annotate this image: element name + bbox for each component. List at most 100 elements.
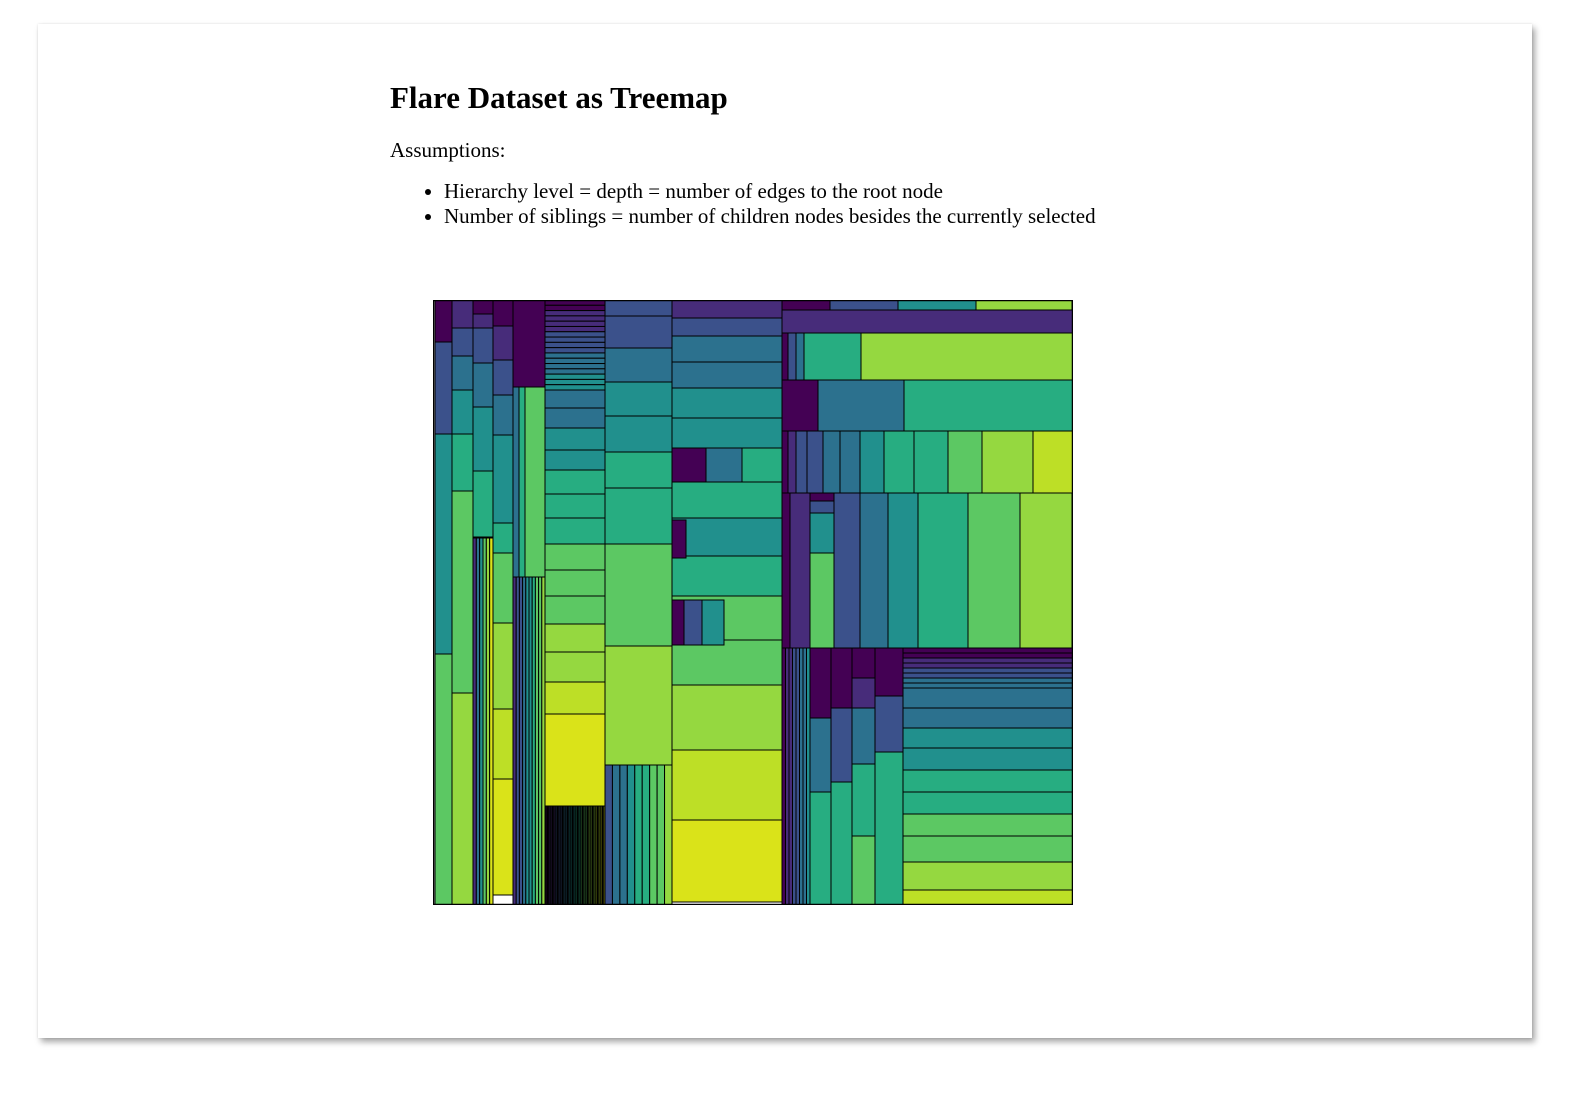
treemap-cell bbox=[795, 647, 800, 905]
treemap-cell bbox=[781, 647, 786, 905]
treemap-cell bbox=[512, 300, 546, 388]
assumptions-list: Hierarchy level = depth = number of edge… bbox=[390, 179, 1290, 229]
treemap-cell bbox=[671, 517, 783, 557]
treemap-cell bbox=[544, 623, 606, 653]
treemap-cell bbox=[434, 341, 453, 435]
treemap-cell bbox=[544, 336, 606, 343]
treemap-cell bbox=[781, 309, 1073, 334]
treemap-cell bbox=[544, 595, 606, 625]
treemap-cell bbox=[524, 386, 546, 578]
treemap-cell bbox=[789, 492, 811, 649]
treemap-cell bbox=[492, 300, 514, 327]
treemap-cell bbox=[451, 692, 474, 905]
treemap-cell bbox=[830, 647, 853, 709]
treemap-cell bbox=[671, 361, 783, 389]
treemap-cell bbox=[874, 751, 904, 905]
treemap-cell bbox=[903, 379, 1073, 432]
treemap-cell bbox=[830, 707, 853, 783]
treemap-cell bbox=[809, 512, 835, 554]
treemap-cell bbox=[917, 492, 969, 649]
treemap-cell bbox=[544, 363, 606, 370]
treemap-cell bbox=[649, 764, 658, 905]
treemap-cell bbox=[1019, 492, 1073, 649]
treemap-cell bbox=[817, 379, 905, 432]
treemap-cell bbox=[671, 599, 685, 646]
treemap-cell bbox=[475, 537, 481, 905]
treemap-cell bbox=[604, 764, 613, 905]
page-title: Flare Dataset as Treemap bbox=[390, 80, 728, 115]
treemap-cell bbox=[611, 764, 621, 905]
treemap-cell bbox=[859, 492, 889, 649]
treemap-cell bbox=[451, 389, 474, 435]
treemap-cell bbox=[472, 327, 494, 364]
treemap-cell bbox=[492, 522, 514, 554]
treemap-cell bbox=[671, 555, 783, 597]
treemap-cell bbox=[544, 713, 606, 807]
treemap-cell bbox=[544, 368, 606, 375]
treemap-cell bbox=[781, 332, 789, 381]
treemap-cell bbox=[975, 300, 1073, 311]
treemap-cell bbox=[544, 517, 606, 545]
treemap-cell bbox=[664, 764, 673, 905]
treemap-cell bbox=[671, 519, 687, 559]
treemap-cell bbox=[604, 300, 673, 317]
treemap-cell bbox=[544, 469, 606, 495]
treemap-cell bbox=[485, 537, 491, 905]
treemap-cell bbox=[671, 387, 783, 419]
page-content: Flare Dataset as Treemap Assumptions: Hi… bbox=[390, 76, 1290, 229]
list-item: Hierarchy level = depth = number of edge… bbox=[444, 179, 1290, 204]
treemap-cell bbox=[492, 394, 514, 436]
treemap-cell bbox=[809, 500, 835, 514]
treemap-cell bbox=[897, 300, 977, 311]
treemap-cell bbox=[795, 430, 808, 494]
treemap-cell bbox=[544, 427, 606, 451]
treemap-cell bbox=[902, 889, 1073, 905]
treemap-cell bbox=[544, 378, 606, 386]
treemap-cell bbox=[913, 430, 949, 494]
treemap-cell bbox=[809, 791, 832, 905]
treemap-cell bbox=[544, 569, 606, 597]
treemap-cell bbox=[492, 778, 514, 896]
treemap-cell bbox=[544, 331, 606, 338]
treemap-cell bbox=[492, 325, 514, 361]
treemap-cell bbox=[472, 300, 494, 315]
treemap-cell bbox=[544, 681, 606, 715]
treemap-cell bbox=[492, 552, 514, 624]
treemap-cell bbox=[492, 359, 514, 396]
treemap-cell bbox=[604, 451, 673, 489]
treemap-cell bbox=[518, 386, 526, 578]
treemap-cell bbox=[544, 341, 606, 349]
treemap-cell bbox=[626, 764, 636, 905]
treemap-cell bbox=[887, 492, 919, 649]
treemap-cell bbox=[851, 763, 876, 837]
treemap-cell bbox=[683, 599, 703, 646]
treemap-cell bbox=[829, 300, 899, 311]
treemap-cell bbox=[809, 647, 832, 719]
treemap-cell bbox=[544, 493, 606, 519]
treemap-cell bbox=[492, 622, 514, 710]
treemap-cell bbox=[809, 552, 835, 649]
treemap-cell bbox=[788, 647, 793, 905]
treemap-cell bbox=[947, 430, 983, 494]
treemap-cell bbox=[619, 764, 628, 905]
treemap-cell bbox=[851, 835, 876, 905]
treemap-cell bbox=[902, 677, 1073, 684]
treemap-cell bbox=[604, 415, 673, 453]
treemap-cell bbox=[851, 707, 876, 765]
treemap-cell bbox=[799, 647, 804, 905]
treemap-frame bbox=[433, 300, 1073, 905]
treemap-cell bbox=[671, 417, 783, 449]
treemap-cell bbox=[795, 332, 805, 381]
treemap-cell bbox=[701, 599, 725, 646]
treemap-cell bbox=[544, 389, 606, 409]
treemap-cell bbox=[492, 434, 514, 524]
treemap-cell bbox=[902, 652, 1073, 659]
treemap-cell bbox=[451, 433, 474, 492]
treemap-cell bbox=[902, 657, 1073, 664]
treemap-cell bbox=[967, 492, 1021, 649]
treemap-cell bbox=[544, 543, 606, 571]
treemap-cell bbox=[902, 747, 1073, 771]
treemap-cell bbox=[787, 430, 797, 494]
treemap-cell bbox=[451, 355, 474, 391]
treemap-cell bbox=[806, 647, 811, 905]
